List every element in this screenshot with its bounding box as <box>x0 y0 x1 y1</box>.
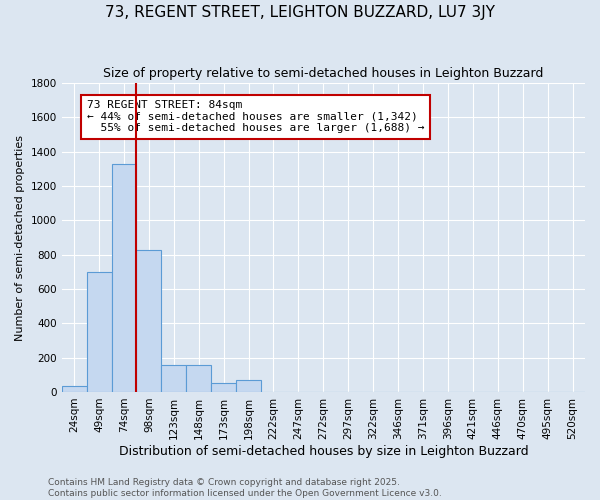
Bar <box>186 366 211 392</box>
Bar <box>112 164 136 392</box>
Bar <box>136 250 161 392</box>
Bar <box>86 272 112 392</box>
Y-axis label: Number of semi-detached properties: Number of semi-detached properties <box>15 134 25 340</box>
Title: Size of property relative to semi-detached houses in Leighton Buzzard: Size of property relative to semi-detach… <box>103 68 544 80</box>
Text: Contains HM Land Registry data © Crown copyright and database right 2025.
Contai: Contains HM Land Registry data © Crown c… <box>48 478 442 498</box>
Bar <box>161 364 186 392</box>
Text: 73 REGENT STREET: 84sqm
← 44% of semi-detached houses are smaller (1,342)
  55% : 73 REGENT STREET: 84sqm ← 44% of semi-de… <box>86 100 424 134</box>
Bar <box>211 382 236 392</box>
Bar <box>62 386 86 392</box>
Bar <box>236 380 261 392</box>
Text: 73, REGENT STREET, LEIGHTON BUZZARD, LU7 3JY: 73, REGENT STREET, LEIGHTON BUZZARD, LU7… <box>105 5 495 20</box>
X-axis label: Distribution of semi-detached houses by size in Leighton Buzzard: Distribution of semi-detached houses by … <box>119 444 528 458</box>
